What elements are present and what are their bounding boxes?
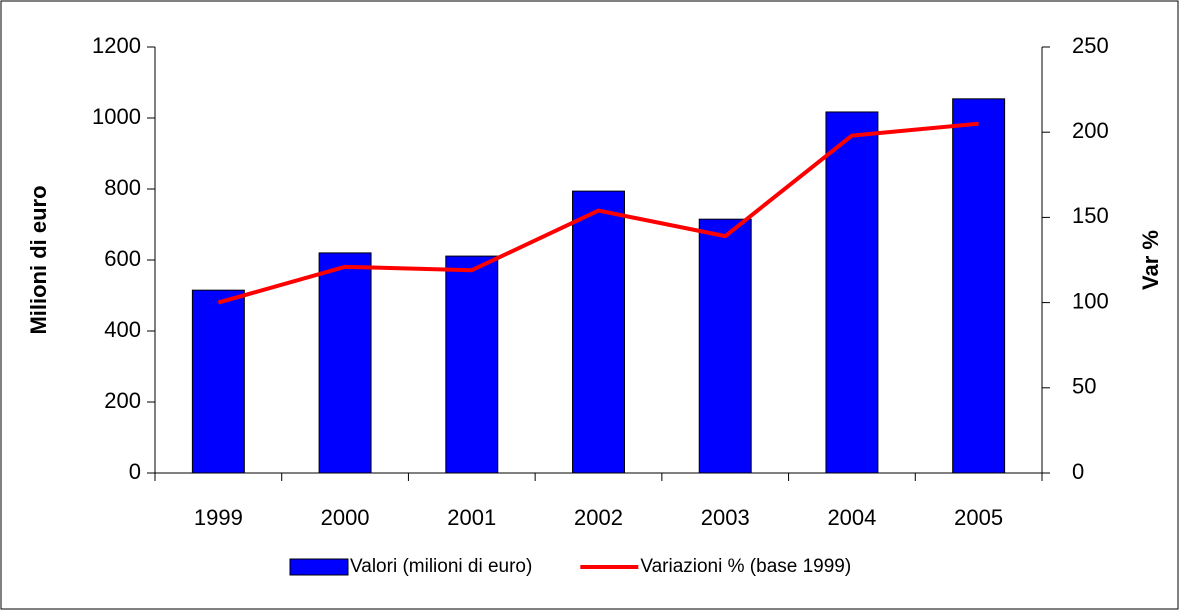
legend-swatch (289, 558, 349, 576)
y2-tick-label: 100 (1072, 288, 1109, 313)
y2-tick-label: 200 (1072, 118, 1109, 143)
bar (445, 255, 499, 474)
x-tick-label: 2002 (574, 505, 623, 530)
y2-tick-label: 250 (1072, 33, 1109, 58)
y2-tick-label: 0 (1072, 459, 1084, 484)
y-tick-label: 0 (129, 459, 141, 484)
y-tick-label: 600 (104, 246, 141, 271)
x-tick-label: 2004 (827, 505, 876, 530)
x-tick-label: 2001 (447, 505, 496, 530)
y-tick-label: 1200 (92, 33, 141, 58)
legend-label: Valori (milioni di euro) (350, 556, 532, 577)
y-tick-label: 200 (104, 388, 141, 413)
y-tick-label: 400 (104, 317, 141, 342)
x-tick-label: 1999 (194, 505, 243, 530)
bar (825, 111, 879, 474)
bar (952, 98, 1006, 474)
bar (698, 218, 752, 474)
x-tick-label: 2005 (954, 505, 1003, 530)
bar (191, 289, 245, 474)
y2-axis-label: Var % (1138, 230, 1163, 290)
y-axis-label: Milioni di euro (26, 185, 51, 334)
y-tick-label: 1000 (92, 104, 141, 129)
legend-label: Variazioni % (base 1999) (640, 556, 851, 577)
bar (318, 252, 372, 474)
bar (572, 190, 625, 474)
y2-tick-label: 50 (1072, 374, 1096, 399)
y-tick-label: 800 (104, 175, 141, 200)
x-tick-label: 2000 (321, 505, 370, 530)
y2-tick-label: 150 (1072, 203, 1109, 228)
x-tick-label: 2003 (701, 505, 750, 530)
line (217, 121, 979, 305)
